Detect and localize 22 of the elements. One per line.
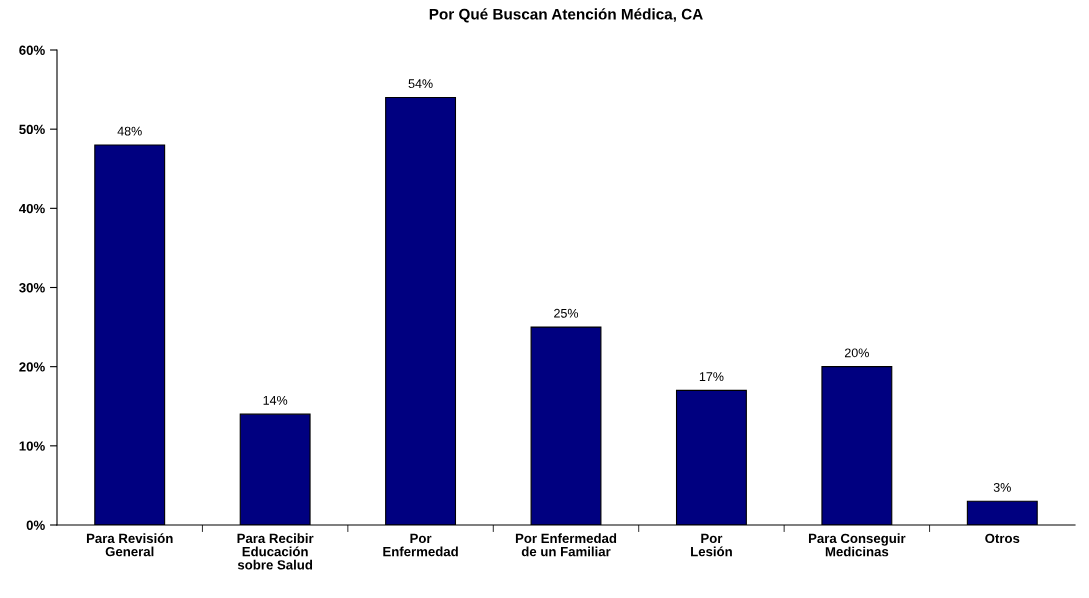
y-tick-label: 50% bbox=[19, 124, 45, 135]
data-label: 17% bbox=[699, 372, 724, 381]
y-tick-label: 30% bbox=[19, 283, 45, 293]
y-tick-label: 40% bbox=[18, 203, 45, 214]
x-tick-label: Para Recibir Educación sobre Salud bbox=[237, 533, 314, 570]
data-label: 20% bbox=[844, 348, 869, 358]
y-tick-label: 20% bbox=[19, 362, 45, 372]
y-tick-label: 10% bbox=[19, 441, 45, 451]
y-tick-label: 60% bbox=[19, 45, 45, 55]
x-tick-label: Por Enfermedad de un Familiar bbox=[515, 533, 617, 557]
data-label: 3% bbox=[993, 482, 1011, 492]
data-label: 48% bbox=[117, 126, 142, 136]
data-label: 14% bbox=[263, 395, 288, 405]
data-label: 54% bbox=[408, 79, 433, 89]
y-tick-label: 0% bbox=[26, 520, 45, 530]
x-tick-label: Por Lesión bbox=[691, 533, 732, 557]
x-tick-label: Otros bbox=[985, 533, 1020, 544]
x-tick-label: Para Revisión General bbox=[86, 533, 173, 557]
chart-title: Por Qué Buscan Atención Médica, CA bbox=[429, 8, 703, 23]
x-tick-label: Por Enfermedad bbox=[383, 533, 458, 557]
x-tick-label: Para Conseguir Medicinas bbox=[808, 533, 906, 557]
data-label: 25% bbox=[554, 308, 579, 318]
